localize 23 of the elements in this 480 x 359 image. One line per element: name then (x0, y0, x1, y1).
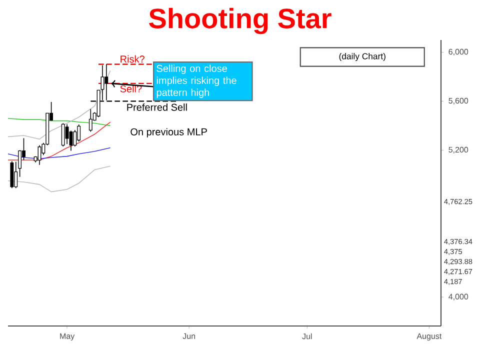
line-series (8, 70, 111, 140)
ref-line-label: Preferred Sell (127, 103, 187, 111)
y-tick-label: 5,200 (448, 146, 468, 154)
chart-title: Shooting Star (149, 8, 332, 34)
y-tick-label: 6,000 (448, 48, 468, 56)
annotation: On previous MLP (130, 128, 207, 138)
x-tick-label: Jun (182, 333, 195, 339)
candlestick (88, 108, 92, 132)
candlestick (61, 122, 65, 147)
ref-line-label: Sell? (120, 85, 142, 92)
candlestick (73, 130, 77, 147)
x-tick-label: August (416, 333, 442, 341)
line-series (8, 147, 111, 160)
y-tick-label: 5,600 (448, 98, 468, 105)
ref-line-label: Risk? (120, 55, 144, 63)
annotation: Selling on close implies risking the pattern high (156, 64, 236, 98)
annotation: (daily Chart) (339, 52, 386, 62)
line-series (8, 166, 111, 192)
candlestick (10, 160, 14, 189)
x-tick-label: May (60, 333, 75, 341)
x-tick-label: Jul (302, 333, 312, 340)
y-tick-label: 4,000 (448, 294, 468, 300)
candlestick (77, 124, 81, 142)
